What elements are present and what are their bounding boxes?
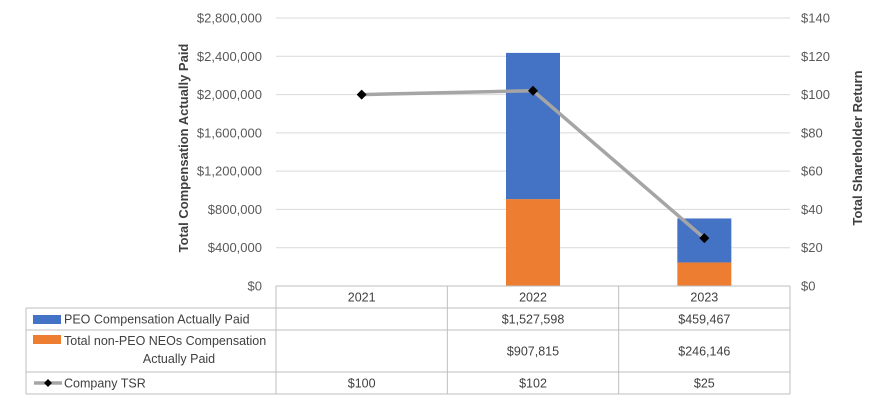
- data-value-label: $1,527,598: [502, 313, 565, 327]
- left-tick-label: $1,600,000: [197, 125, 262, 140]
- tsr-point: [528, 85, 538, 96]
- right-tick-label: $60: [801, 164, 823, 179]
- right-tick-label: $80: [801, 125, 823, 140]
- data-value-label: $100: [348, 377, 376, 391]
- bar-segment: [506, 199, 560, 286]
- category-label: 2021: [348, 291, 376, 305]
- bar-segment: [506, 52, 560, 200]
- right-tick-label: $0: [801, 279, 815, 294]
- legend-label: PEO Compensation Actually Paid: [64, 313, 250, 327]
- left-tick-label: $2,000,000: [197, 87, 262, 102]
- right-tick-label: $100: [801, 87, 830, 102]
- data-table: 2021 2022 2023 PEO Compensation Actually Pa…: [25, 285, 791, 395]
- category-label: 2022: [519, 291, 547, 305]
- legend-key-swatch: [33, 335, 61, 344]
- legend-key-swatch: [33, 315, 61, 324]
- legend-label: Total non-PEO NEOs Compensation: [64, 334, 266, 348]
- left-tick-label: $800,000: [208, 202, 262, 217]
- right-axis: $0 $20 $40 $60 $80 $100 $120 $140 Total Sharehol…: [801, 11, 865, 294]
- data-value-label: $102: [519, 377, 547, 391]
- right-tick-label: $20: [801, 240, 823, 255]
- bar-segment: [677, 262, 732, 286]
- left-tick-label: $2,800,000: [197, 11, 262, 26]
- tsr-point: [699, 233, 710, 244]
- tsr-point: [356, 89, 367, 100]
- legend-label: Company TSR: [64, 377, 146, 391]
- left-tick-label: $400,000: [208, 240, 262, 255]
- data-value-label: $459,467: [678, 313, 730, 327]
- right-tick-label: $140: [801, 11, 830, 26]
- legend-label: Actually Paid: [143, 352, 215, 366]
- left-tick-label: $1,200,000: [197, 164, 262, 179]
- left-axis-title: Total Compensation Actually Paid: [176, 44, 191, 253]
- right-tick-label: $40: [801, 202, 823, 217]
- right-axis-title: Total Shareholder Return: [850, 70, 865, 225]
- category-label: 2023: [690, 291, 718, 305]
- left-axis: $0 $400,000 $800,000 $1,200,000 $1,600,000 $2…: [176, 11, 262, 294]
- left-tick-label: $0: [248, 279, 262, 294]
- data-value-label: $246,146: [678, 345, 730, 359]
- legend-key-marker: [44, 379, 52, 387]
- data-value-label: $25: [694, 377, 715, 391]
- right-tick-label: $120: [801, 49, 830, 64]
- tsr-line-series: [356, 85, 710, 244]
- data-value-label: $907,815: [507, 345, 559, 359]
- bar-series: [506, 52, 732, 286]
- left-tick-label: $2,400,000: [197, 49, 262, 64]
